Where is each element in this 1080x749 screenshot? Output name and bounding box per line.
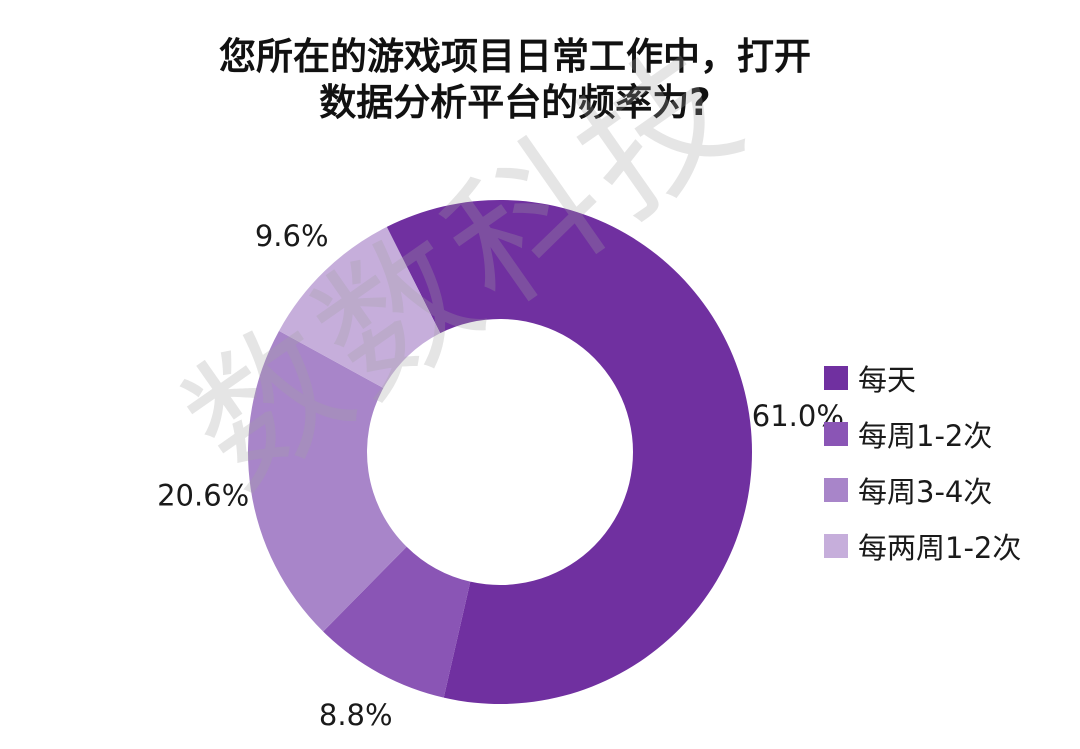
slice-value-label-biweekly-1-2: 9.6% [255,219,329,253]
slice-value-label-weekly-3-4: 20.6% [157,479,249,513]
legend-swatch [824,366,848,390]
donut-slice-biweekly-1-2 [279,226,441,389]
legend-label: 每周1-2次 [858,419,993,453]
chart-title-line-1: 您所在的游戏项目日常工作中，打开 [219,35,811,78]
legend-label: 每天 [858,363,917,397]
legend-item-daily: 每天 [824,350,1021,406]
legend-label: 每周3-4次 [858,475,993,509]
donut-slice-weekly-3-4 [248,330,407,632]
donut-slice-daily [386,200,752,705]
legend-item-weekly-3-4: 每周3-4次 [824,462,1021,518]
legend-item-weekly-1-2: 每周1-2次 [824,406,1021,462]
chart-title-line-2: 数据分析平台的频率为? [319,81,711,124]
legend-label: 每两周1-2次 [858,531,1022,565]
legend-swatch [824,478,848,502]
chart-title: 您所在的游戏项目日常工作中，打开 数据分析平台的频率为? [0,34,1030,126]
legend-swatch [824,422,848,446]
chart-legend: 每天 每周1-2次 每周3-4次 每两周1-2次 [824,350,1021,574]
legend-swatch [824,534,848,558]
slice-value-label-weekly-1-2: 8.8% [319,698,393,732]
legend-item-biweekly-1-2: 每两周1-2次 [824,518,1021,574]
donut-slice-weekly-1-2 [323,546,471,698]
